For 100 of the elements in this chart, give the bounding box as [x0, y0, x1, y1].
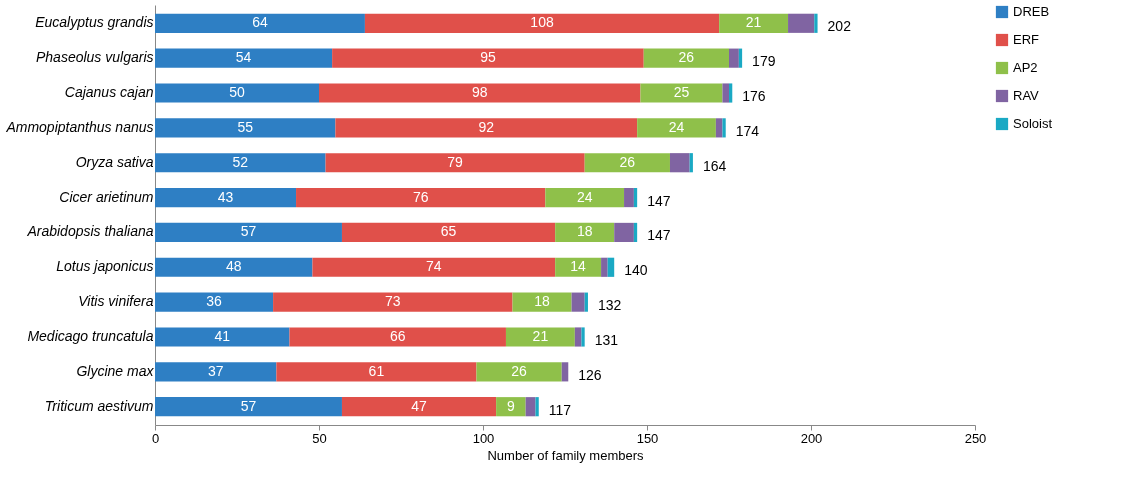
bar: [624, 187, 634, 208]
bar: [814, 13, 818, 33]
data-label: 66: [389, 327, 406, 344]
bar: [155, 153, 326, 173]
bar: [601, 257, 608, 277]
bar: [545, 187, 625, 208]
bar: [535, 397, 539, 417]
x-tick-label: 150: [636, 430, 659, 446]
x-tick-label: 50: [312, 430, 327, 446]
y-tick-label: Cajanus cajan: [64, 84, 154, 101]
x-tick-label: 250: [964, 430, 987, 446]
data-label: 47: [411, 397, 428, 414]
bar: [738, 48, 743, 68]
data-label: 9: [506, 397, 515, 414]
data-label: 18: [576, 223, 593, 240]
data-label: 52: [232, 153, 249, 170]
x-tick-label: 0: [151, 430, 160, 446]
bar: [633, 222, 638, 243]
data-label: 26: [678, 49, 695, 66]
legend-label: DREB: [1013, 4, 1050, 19]
data-label: 43: [217, 188, 234, 205]
bar: [341, 397, 497, 417]
y-tick-label: Vitis vinifera: [78, 293, 154, 310]
bar: [729, 83, 733, 103]
y-tick-label: Phaseolus vulgaris: [35, 49, 154, 66]
x-tick-label: 100: [472, 430, 495, 446]
bar: [574, 327, 582, 347]
data-label: 21: [532, 327, 549, 344]
total-label: 174: [735, 122, 760, 139]
y-tick-label: Oryza sativa: [75, 153, 154, 170]
bar: [364, 13, 720, 33]
bar: [476, 362, 562, 382]
bar: [273, 292, 513, 312]
data-label: 92: [478, 118, 495, 135]
total-label: 117: [548, 401, 572, 418]
data-label: 26: [511, 362, 528, 379]
y-tick-label: Lotus japonicus: [56, 258, 154, 275]
data-label: 74: [426, 258, 442, 275]
bar: [584, 153, 670, 173]
bar: [512, 292, 572, 312]
total-label: 132: [597, 297, 622, 314]
data-label: 61: [368, 362, 385, 379]
total-label: 126: [578, 366, 602, 383]
bar: [296, 187, 546, 208]
bar: [637, 118, 716, 138]
y-tick-label: Triticum aestivum: [44, 397, 154, 414]
total-label: 147: [647, 227, 671, 244]
data-label: 57: [240, 223, 257, 240]
data-label: 55: [237, 118, 254, 135]
y-tick-label: Eucalyptus grandis: [35, 14, 154, 31]
bar: [155, 83, 319, 103]
bar: [155, 187, 297, 208]
data-label: 26: [619, 153, 636, 170]
data-label: 18: [534, 293, 551, 310]
data-label: 65: [440, 223, 457, 240]
bar: [155, 327, 290, 347]
legend-label: AP2: [1013, 60, 1038, 75]
data-label: 21: [745, 14, 762, 31]
total-label: 202: [827, 18, 852, 35]
data-label: 64: [252, 14, 268, 31]
y-tick-label: Arabidopsis thaliana: [26, 223, 154, 240]
data-label: 50: [229, 84, 245, 101]
data-label: 14: [570, 258, 587, 275]
bar: [289, 327, 506, 347]
x-axis-title: Number of family members: [487, 447, 645, 463]
data-label: 73: [385, 293, 401, 310]
bar: [496, 397, 526, 417]
bar: [155, 257, 313, 277]
bar: [312, 257, 556, 277]
bar: [325, 153, 585, 173]
bar: [555, 222, 615, 243]
data-label: 54: [235, 49, 252, 66]
data-label: 79: [447, 153, 464, 170]
bar: [584, 292, 588, 312]
total-label: 179: [752, 53, 776, 70]
bar: [155, 48, 333, 68]
legend-label: RAV: [1013, 88, 1040, 103]
bar: [155, 118, 336, 138]
bar: [640, 83, 723, 103]
bar: [643, 48, 729, 68]
bar: [719, 13, 789, 33]
total-label: 147: [647, 192, 671, 209]
bar: [561, 362, 569, 382]
bar: [788, 13, 815, 33]
bar: [614, 222, 634, 243]
data-label: 98: [471, 84, 488, 101]
data-label: 57: [240, 397, 257, 414]
legend-label: Soloist: [1013, 116, 1053, 131]
bar: [689, 153, 693, 173]
total-label: 164: [702, 157, 727, 174]
bar: [155, 222, 342, 243]
bar: [525, 397, 536, 417]
legend-label: ERF: [1013, 32, 1040, 47]
bar: [505, 327, 575, 347]
bar: [669, 153, 690, 173]
data-label: 41: [214, 327, 231, 344]
bar: [715, 118, 723, 138]
bar: [607, 257, 615, 277]
data-label: 25: [673, 84, 690, 101]
bar: [722, 83, 729, 103]
